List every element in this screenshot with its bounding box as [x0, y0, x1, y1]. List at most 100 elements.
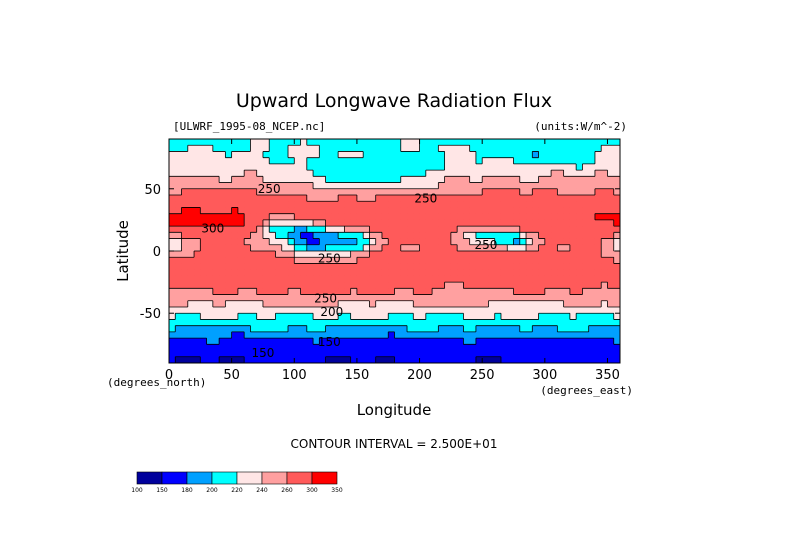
heatmap-cell [300, 338, 308, 345]
heatmap-cell [331, 275, 339, 283]
heatmap-cell [469, 325, 477, 333]
heatmap-cell [231, 207, 239, 215]
heatmap-cell [344, 344, 352, 352]
heatmap-cell [256, 294, 264, 302]
heatmap-cell [219, 344, 226, 352]
heatmap-cell [231, 145, 239, 153]
heatmap-cell [244, 251, 252, 258]
heatmap-cell [519, 294, 527, 302]
heatmap-cell [601, 201, 609, 209]
heatmap-cell [513, 163, 521, 171]
heatmap-cell [306, 188, 314, 196]
heatmap-cell [457, 170, 465, 177]
heatmap-cell [563, 139, 571, 146]
heatmap-cell [488, 288, 496, 296]
heatmap-cell [582, 139, 590, 146]
heatmap-cell [231, 232, 239, 240]
heatmap-cell [488, 294, 496, 302]
heatmap-cell [494, 226, 502, 233]
heatmap-cell [319, 151, 327, 159]
heatmap-cell [419, 356, 427, 363]
heatmap-cell [331, 182, 339, 190]
heatmap-cell [563, 288, 571, 296]
heatmap-cell [425, 344, 433, 352]
heatmap-cell [325, 219, 333, 227]
heatmap-cell [463, 251, 471, 258]
heatmap-cell [231, 219, 239, 227]
heatmap-cell [181, 219, 189, 227]
heatmap-cell [482, 195, 490, 202]
y-tick-label: 0 [153, 245, 161, 260]
heatmap-cell [613, 139, 620, 146]
heatmap-cell [281, 313, 289, 321]
heatmap-cell [306, 294, 314, 302]
heatmap-cell [206, 151, 214, 159]
heatmap-cell [444, 307, 452, 314]
heatmap-cell [400, 257, 408, 265]
heatmap-cell [594, 294, 602, 302]
heatmap-cell [331, 139, 339, 146]
heatmap-cell [450, 244, 458, 252]
heatmap-cell [175, 238, 183, 246]
heatmap-cell [219, 201, 226, 209]
heatmap-cell [500, 226, 508, 233]
heatmap-cell [413, 188, 421, 196]
heatmap-cell [381, 182, 389, 190]
heatmap-cell [394, 213, 402, 221]
heatmap-cell [432, 319, 439, 327]
heatmap-cell [388, 325, 396, 333]
heatmap-cell [613, 300, 620, 308]
heatmap-cell [588, 244, 596, 252]
heatmap-cell [463, 294, 471, 302]
heatmap-cell [175, 344, 183, 352]
heatmap-cell [269, 300, 277, 308]
heatmap-cell [494, 288, 502, 296]
heatmap-cell [450, 269, 458, 277]
heatmap-cell [206, 319, 214, 327]
heatmap-cell [375, 163, 383, 171]
heatmap-cell [338, 232, 345, 240]
heatmap-cell [407, 275, 414, 283]
heatmap-cell [313, 182, 320, 190]
heatmap-cell [488, 251, 496, 258]
heatmap-cell [256, 257, 264, 265]
heatmap-cell [576, 282, 584, 289]
heatmap-cell [532, 232, 540, 240]
heatmap-cell [269, 226, 277, 233]
heatmap-cell [413, 226, 421, 233]
heatmap-cell [331, 251, 339, 258]
heatmap-cell [419, 201, 427, 209]
heatmap-cell [369, 139, 377, 146]
heatmap-cell [281, 163, 289, 171]
heatmap-cell [294, 139, 302, 146]
heatmap-cell [300, 319, 308, 327]
heatmap-cell [244, 238, 252, 246]
heatmap-cell [187, 251, 195, 258]
heatmap-cell [419, 188, 427, 196]
heatmap-cell [262, 232, 270, 240]
heatmap-cell [200, 238, 208, 246]
heatmap-cell [613, 151, 620, 159]
heatmap-cell [175, 213, 183, 221]
heatmap-cell [457, 325, 465, 333]
heatmap-cell [381, 163, 389, 171]
heatmap-cell [544, 356, 552, 363]
heatmap-cell [269, 188, 277, 196]
heatmap-cell [450, 157, 458, 165]
heatmap-cell [594, 257, 602, 265]
x-tick-label: 200 [407, 368, 432, 383]
heatmap-cell [288, 219, 295, 227]
heatmap-cell [269, 238, 277, 246]
heatmap-cell [594, 201, 602, 209]
heatmap-cell [588, 257, 596, 265]
heatmap-cell [463, 325, 471, 333]
heatmap-cell [200, 269, 208, 277]
heatmap-cell [519, 338, 527, 345]
heatmap-cell [350, 170, 358, 177]
heatmap-cell [557, 288, 565, 296]
heatmap-cell [344, 145, 352, 153]
heatmap-cell [313, 263, 320, 271]
heatmap-cell [469, 232, 477, 240]
heatmap-cell [519, 145, 527, 153]
heatmap-cell [350, 244, 358, 252]
